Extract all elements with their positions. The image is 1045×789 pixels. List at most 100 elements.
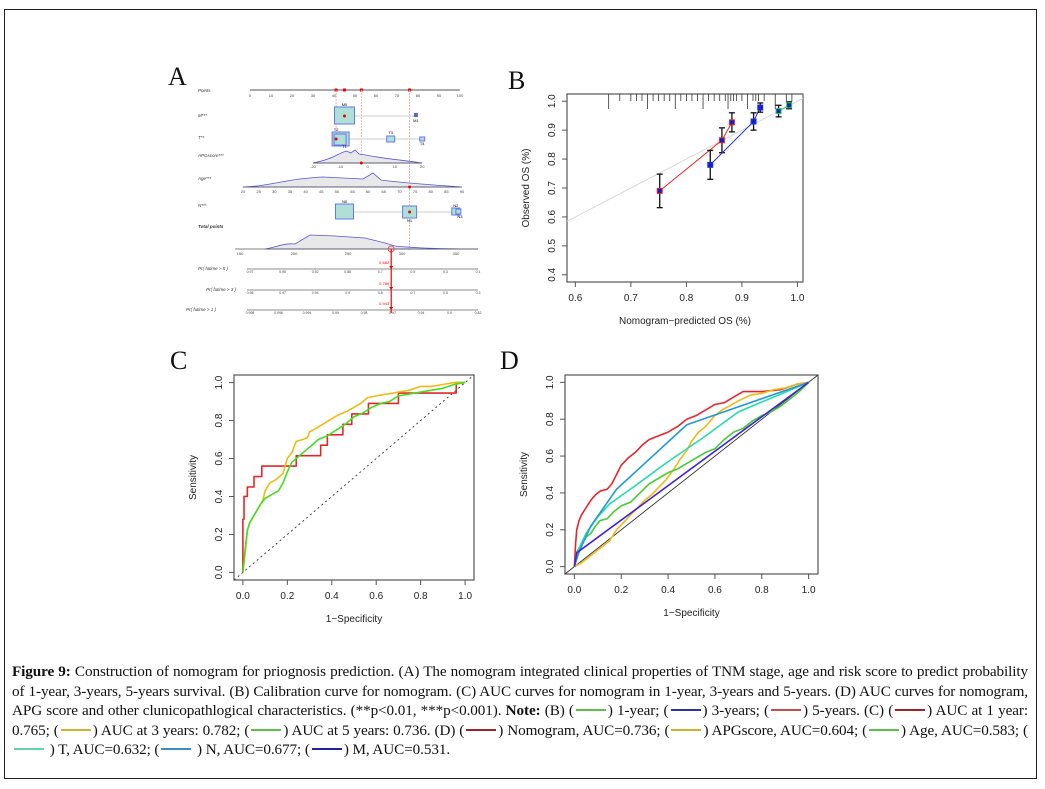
- y-tick-label: 0.0: [214, 565, 225, 579]
- probability-tick-label: 0.97: [279, 291, 286, 295]
- points-tick-label: 20: [290, 93, 295, 98]
- x-tick-label: 0.2: [614, 585, 628, 596]
- data-point: [707, 161, 714, 168]
- row-label: Total points: [198, 224, 224, 229]
- y-tick-label: 0.8: [547, 152, 558, 166]
- row-label: Pr( futime > 3 ): [206, 287, 236, 292]
- row-label: Pr( futime > 5 ): [198, 266, 228, 271]
- points-marker: [343, 88, 346, 92]
- y-axis-label: Sensitivity: [519, 452, 530, 497]
- points-tick-label: 10: [269, 93, 274, 98]
- probability-tick-label: 0.98: [361, 311, 368, 315]
- reference-line: [566, 97, 804, 222]
- note-label: Note:: [505, 702, 541, 720]
- y-tick-label: 0.6: [545, 449, 556, 463]
- level-label: N0: [342, 199, 348, 204]
- age-tick-label: 85: [444, 189, 449, 194]
- data-point: [656, 187, 663, 194]
- row-label: M***: [198, 113, 207, 118]
- legend-text: ) M, AUC=0.531.: [343, 741, 451, 759]
- row-label: Age***: [197, 176, 212, 181]
- probability-tick-label: 0.3: [476, 291, 481, 295]
- level-label: M1: [413, 118, 419, 123]
- probability-tick-label: 0.94: [418, 311, 425, 315]
- age-tick-label: 70: [397, 189, 402, 194]
- reference-diagonal: [564, 374, 819, 575]
- calibration-chart: 0.6 0.7 0.8 0.9 1.0 0.4 0.5 0.6 0.7 0.8 0.9 1.0 Nomo…: [521, 93, 805, 327]
- x-tick-label: 1.0: [790, 293, 804, 304]
- legend-text: ) AUC at 1 year: 0.765; (: [12, 702, 1028, 739]
- legend-text: ) 3-years; (: [702, 702, 770, 720]
- points-tick-label: 100: [457, 93, 464, 98]
- x-tick-label: 1.0: [458, 591, 472, 602]
- x-tick-label: 0.0: [567, 585, 581, 596]
- age-tick-label: 55: [350, 189, 355, 194]
- level-box: [413, 113, 418, 117]
- age-tick-label: 65: [382, 189, 387, 194]
- x-tick-label: 0.9: [735, 293, 749, 304]
- caption-text: Construction of nomogram for priognosis …: [12, 663, 1028, 720]
- total-points-tick-label: 350: [453, 251, 460, 256]
- apgscore-tick-label: -20: [310, 164, 317, 169]
- panel-label-a: A: [168, 62, 187, 91]
- x-tick-label: 1.0: [802, 585, 816, 596]
- legend-text: ) N, AUC=0.677; (: [193, 741, 310, 759]
- probability-tick-label: 0.994: [303, 311, 312, 315]
- probability-tick-label: 0.996: [274, 311, 283, 315]
- x-tick-label: 0.4: [661, 585, 675, 596]
- y-tick-label: 1.0: [545, 375, 556, 389]
- y-tick-label: 0.2: [214, 527, 225, 541]
- level-label: N3: [457, 214, 463, 219]
- probability-tick-label: 0.99: [332, 311, 339, 315]
- probability-marker: [389, 266, 394, 269]
- age-tick-label: 90: [460, 189, 465, 194]
- y-tick-label: 0.5: [547, 238, 558, 252]
- data-point: [728, 119, 735, 126]
- age-tick-label: 80: [428, 189, 433, 194]
- points-tick-label: 40: [332, 93, 337, 98]
- probability-tick-label: 0.97: [389, 311, 396, 315]
- roc-curve: [573, 381, 809, 568]
- level-label: M0: [342, 102, 348, 107]
- probability-marker: [389, 287, 394, 290]
- total-points-tick-label: 300: [399, 251, 406, 256]
- x-tick-label: 0.8: [414, 591, 428, 602]
- panel-label-c: C: [170, 346, 188, 375]
- probability-tick-label: 0.92: [312, 270, 319, 274]
- level-point: [408, 210, 412, 214]
- data-point: [757, 104, 764, 111]
- probability-tick-label: 0.9: [345, 291, 350, 295]
- legend-swatch: [251, 728, 282, 731]
- legend-text: ) T, AUC=0.632; (: [46, 741, 160, 759]
- level-point: [334, 137, 338, 141]
- legend-swatch: [14, 748, 44, 751]
- age-tick-label: 40: [303, 189, 308, 194]
- plot-frame: [564, 374, 819, 575]
- panel-label-b: B: [508, 66, 526, 95]
- row-label: APGscore***: [197, 153, 224, 158]
- roc-time-chart: 0.0 0.2 0.4 0.6 0.8 1.0 0.0 0.2 0.4 0.6 0.8 1.0 1−Sp…: [188, 374, 475, 625]
- legend-swatch: [466, 728, 497, 731]
- legend-swatch: [670, 709, 701, 712]
- level-box: [386, 135, 396, 143]
- apgscore-tick-label: 20: [420, 164, 425, 169]
- age-tick-label: 35: [288, 189, 293, 194]
- probability-tick-label: 0.98: [247, 291, 254, 295]
- age-tick-label: 25: [256, 189, 261, 194]
- y-tick-label: 0.9: [547, 123, 558, 137]
- age-marker: [408, 185, 412, 189]
- roc-curve: [573, 381, 810, 567]
- age-tick-label: 75: [413, 189, 418, 194]
- age-tick-label: 30: [272, 189, 277, 194]
- apgscore-density: [312, 149, 423, 164]
- probability-marker: [389, 307, 394, 310]
- caption-legend: ) 1-year; () 3-years; () 5-years. (C) ()…: [12, 702, 1028, 758]
- legend-text: ) 1-year; (: [607, 702, 669, 720]
- level-label: N2: [453, 203, 459, 208]
- age-tick-label: 45: [319, 189, 324, 194]
- plot-frame: [233, 374, 475, 581]
- probability-tick-label: 0.8: [378, 291, 383, 295]
- y-tick-label: 0.4: [545, 486, 556, 500]
- level-box: [335, 203, 354, 220]
- x-tick-label: 0.7: [624, 293, 638, 304]
